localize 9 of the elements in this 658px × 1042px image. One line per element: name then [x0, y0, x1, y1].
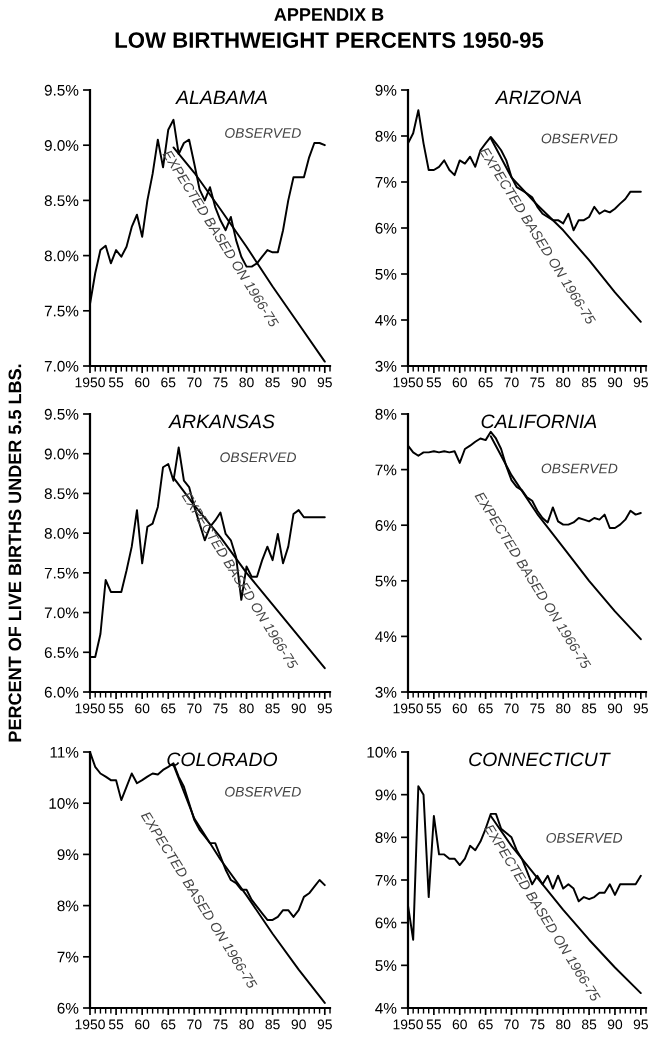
chart-title: COLORADO	[167, 752, 278, 767]
chart-title: ALABAMA	[175, 90, 267, 105]
chart-title: CALIFORNIA	[481, 414, 597, 429]
chart-title: CONNECTICUT	[469, 752, 611, 767]
y-axis-title: PERCENT OF LIVE BIRTHS UNDER 5.5 LBS.	[8, 364, 22, 742]
text: APPENDIX B	[274, 8, 384, 21]
text: LOW BIRTHWEIGHT PERCENTS 1950-95	[115, 32, 544, 48]
chart-title: ARKANSAS	[168, 414, 275, 429]
chart-title: ARIZONA	[494, 90, 582, 105]
